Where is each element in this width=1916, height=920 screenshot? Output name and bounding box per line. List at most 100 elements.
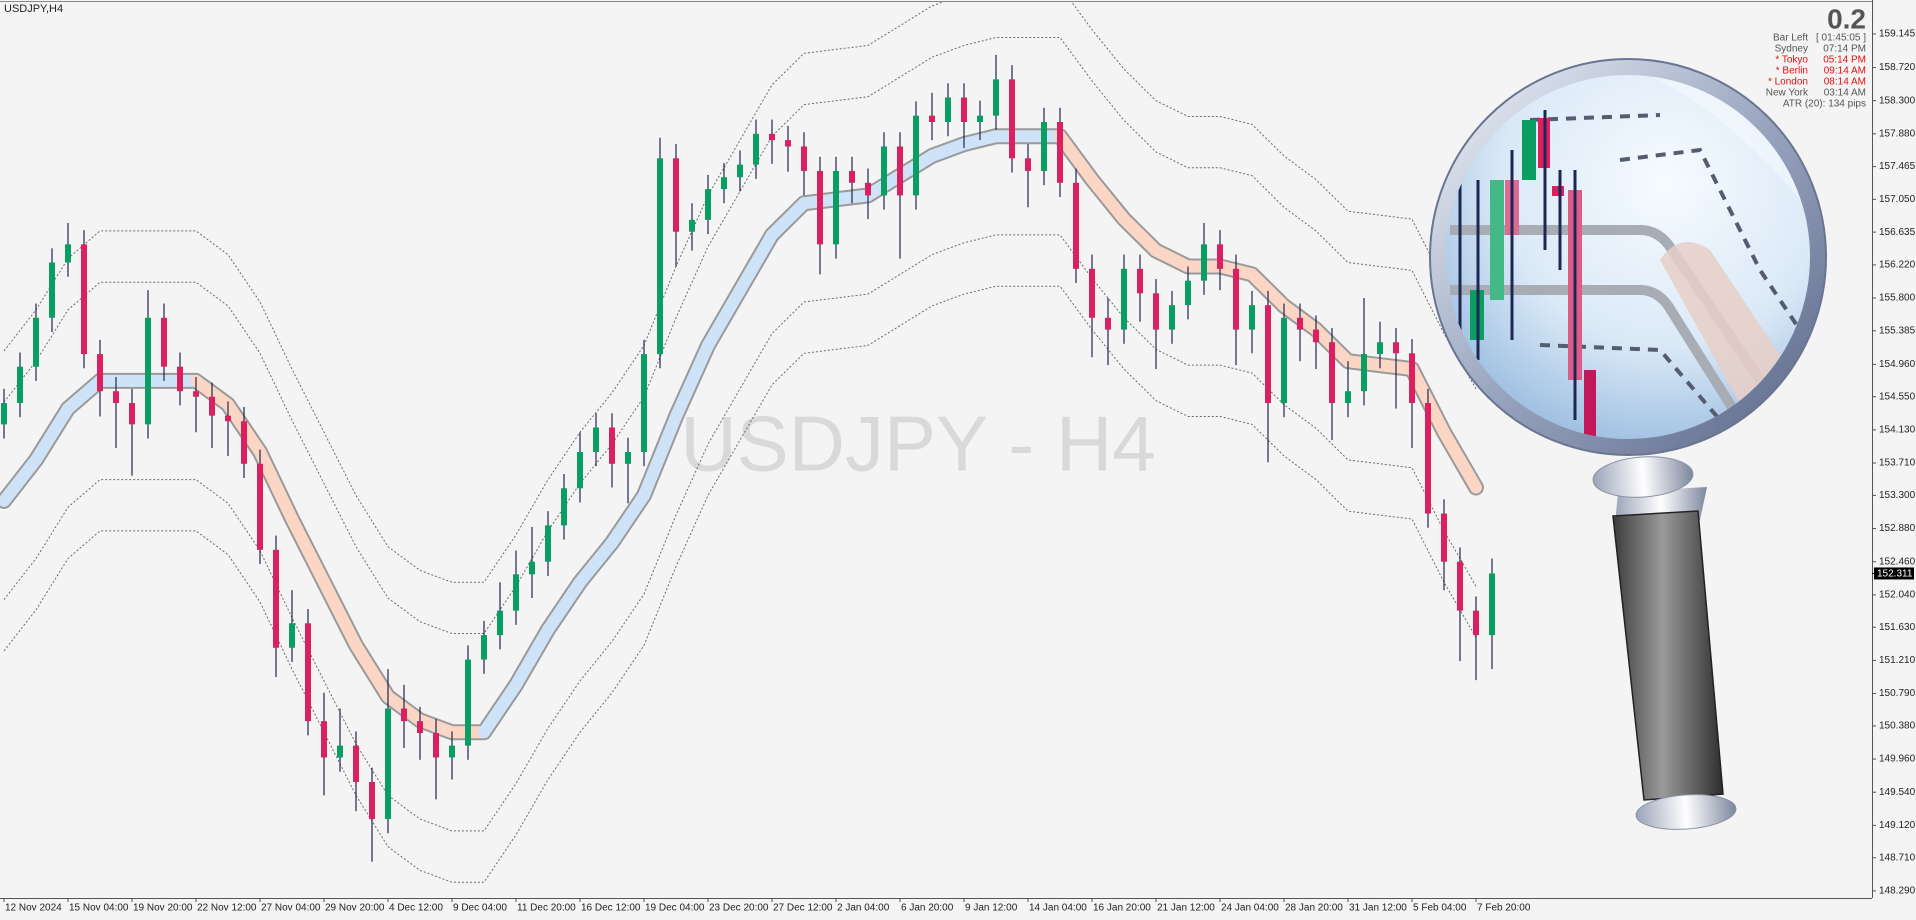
candle-body	[673, 158, 679, 232]
candle-body	[257, 463, 263, 550]
x-tick-label: 27 Nov 04:00	[261, 903, 321, 914]
candle-body	[177, 366, 183, 392]
candle-body	[305, 623, 311, 722]
candle-body	[1441, 513, 1447, 562]
candle-body	[33, 317, 39, 367]
candle-body	[1457, 561, 1463, 611]
candle-body	[865, 182, 871, 196]
lens-decoration	[1490, 180, 1504, 300]
y-tick-label: 152.880	[1879, 523, 1916, 534]
y-tick-label: 158.300	[1879, 95, 1916, 106]
x-tick-label: 16 Dec 12:00	[581, 903, 641, 914]
candle-body	[49, 262, 55, 318]
magnifier-cap	[1635, 794, 1737, 830]
candle-body	[289, 623, 295, 648]
candle-body	[1473, 610, 1479, 636]
candle-body	[993, 79, 999, 116]
y-tick-label: 148.710	[1879, 852, 1916, 863]
x-tick-label: 15 Nov 04:00	[69, 903, 129, 914]
candle-body	[1377, 342, 1383, 355]
candle-body	[1073, 182, 1079, 269]
candle-body	[1281, 317, 1287, 404]
candle-body	[209, 396, 215, 416]
magnifier-handle	[1612, 510, 1724, 801]
trend-band	[766, 197, 810, 241]
candle-body	[705, 189, 711, 220]
envelope-line	[3, 2, 1477, 583]
magnifier-collar	[1592, 456, 1694, 498]
x-tick-label: 19 Dec 04:00	[645, 903, 705, 914]
candle-body	[545, 525, 551, 562]
envelope-line	[3, 285, 1477, 883]
candle-body	[1409, 353, 1415, 404]
info-value: 08:14 AM	[1824, 77, 1866, 88]
envelope-line	[3, 234, 1477, 832]
candle-body	[641, 354, 647, 452]
info-label: New York	[1766, 88, 1809, 99]
candle-body	[1009, 79, 1015, 159]
x-tick-label: 12 Nov 2024	[5, 903, 62, 914]
y-tick-label: 157.050	[1879, 194, 1916, 205]
trend-band	[286, 513, 330, 589]
magnifier	[1429, 58, 1827, 830]
candle-body	[1, 403, 7, 425]
candle-body	[337, 745, 343, 758]
candle-body	[65, 244, 71, 263]
candle-body	[1233, 268, 1239, 330]
candle-body	[961, 97, 967, 122]
candle-body	[129, 403, 135, 425]
candle-body	[945, 97, 951, 122]
candle-body	[977, 115, 983, 122]
y-tick-label: 149.120	[1879, 820, 1916, 831]
candle-body	[321, 721, 327, 758]
candle-body	[833, 170, 839, 245]
info-value: 03:14 AM	[1824, 88, 1866, 99]
candle-body	[17, 366, 23, 404]
candle-body	[737, 164, 743, 178]
y-tick-label: 149.540	[1879, 787, 1916, 798]
lens-decoration	[1450, 285, 1745, 423]
candle-body	[353, 745, 359, 782]
candle-body	[1041, 121, 1047, 171]
x-tick-label: 16 Jan 20:00	[1093, 903, 1151, 914]
y-tick-label: 156.635	[1879, 227, 1916, 238]
candle-body	[1121, 268, 1127, 330]
candle-body	[801, 146, 807, 171]
spread: 0.2	[1827, 3, 1866, 34]
x-tick-label: 31 Jan 12:00	[1349, 903, 1407, 914]
y-tick-label: 150.380	[1879, 721, 1916, 732]
info-label: * London	[1768, 77, 1808, 88]
candle-body	[145, 317, 151, 425]
candle-body	[1201, 244, 1207, 281]
candle-body	[1105, 317, 1111, 330]
candle-body	[1137, 268, 1143, 294]
candle-body	[273, 549, 279, 648]
x-tick-label: 23 Dec 20:00	[709, 903, 769, 914]
candle-body	[625, 451, 631, 464]
candle-body	[849, 170, 855, 183]
x-tick-label: 11 Dec 20:00	[517, 903, 576, 914]
trend-band	[0, 453, 42, 507]
candle-body	[561, 488, 567, 526]
candle-body	[897, 146, 903, 196]
candle-body	[465, 659, 471, 746]
x-tick-label: 14 Jan 04:00	[1029, 903, 1087, 914]
candle-body	[1393, 342, 1399, 354]
trend-band	[62, 374, 106, 415]
y-tick-label: 151.210	[1879, 655, 1916, 666]
trend-band	[1118, 213, 1162, 257]
trend-band	[1086, 173, 1130, 226]
y-tick-label: 159.145	[1879, 29, 1916, 40]
info-label: Bar Left	[1773, 33, 1808, 44]
y-tick-label: 156.220	[1879, 260, 1916, 271]
x-tick-label: 5 Feb 04:00	[1413, 903, 1467, 914]
candle-body	[609, 427, 615, 464]
trend-band	[734, 228, 778, 297]
candle-body	[1489, 573, 1495, 636]
candle-body	[1345, 391, 1351, 404]
info-label: * Berlin	[1776, 66, 1808, 77]
candle-body	[417, 721, 423, 734]
info-value: 09:14 AM	[1824, 66, 1866, 77]
